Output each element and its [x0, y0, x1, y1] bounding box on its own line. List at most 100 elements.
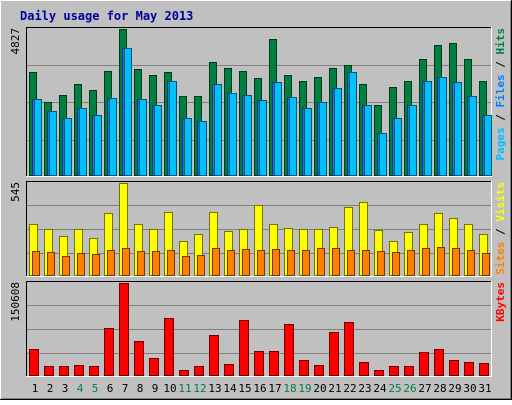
x-tick-label-day-9: 9 [152, 382, 159, 395]
bar-sites-day-19 [302, 250, 310, 276]
bar-pages-day-16 [259, 100, 267, 176]
bar-pages-day-17 [274, 82, 282, 176]
x-tick-label-day-19: 19 [298, 382, 311, 395]
bar-kbytes-day-24 [374, 370, 384, 376]
y-max-label-kbytes: 150608 [9, 282, 22, 322]
chart-panels: 4827 Pages / Files / Hits 545 Sites / Visit… [9, 27, 507, 377]
bar-kbytes-day-23 [359, 362, 369, 376]
x-tick-label-day-30: 30 [463, 382, 476, 395]
bar-sites-day-26 [407, 250, 415, 276]
bar-kbytes-day-25 [389, 366, 399, 376]
x-tick-label-day-10: 10 [163, 382, 176, 395]
x-tick-label-day-17: 17 [268, 382, 281, 395]
bar-kbytes-day-28 [434, 349, 444, 376]
x-tick-label-day-5: 5 [92, 382, 99, 395]
bar-kbytes-day-3 [59, 366, 69, 376]
bar-kbytes-day-13 [209, 335, 219, 376]
x-tick-label-day-4: 4 [77, 382, 84, 395]
bar-sites-day-11 [182, 256, 190, 276]
bar-kbytes-day-30 [464, 362, 474, 376]
x-tick-label-day-23: 23 [358, 382, 371, 395]
bar-kbytes-day-8 [134, 341, 144, 376]
bar-sites-day-28 [437, 247, 445, 276]
bar-sites-day-4 [77, 253, 85, 276]
x-tick-label-day-20: 20 [313, 382, 326, 395]
x-axis-day-labels: 1 2 3 4 5 6 7 8 9 10 11 12 13 14 15 16 17 18 19 20 21 22 23 24 2… [32, 382, 492, 395]
bar-sites-day-21 [332, 248, 340, 276]
bar-sites-day-24 [377, 251, 385, 276]
bar-kbytes-day-9 [149, 358, 159, 376]
series-label-part: / [494, 222, 507, 242]
x-tick-label-day-7: 7 [122, 382, 129, 395]
bar-sites-day-9 [152, 251, 160, 276]
bar-kbytes-day-1 [29, 349, 39, 376]
bar-sites-day-2 [47, 252, 55, 276]
bar-kbytes-day-7 [119, 283, 129, 376]
x-tick-label-day-6: 6 [107, 382, 114, 395]
bar-sites-day-3 [62, 256, 70, 276]
x-tick-label-day-25: 25 [388, 382, 401, 395]
bar-sites-day-31 [482, 253, 490, 276]
y-max-label-visits-sites: 545 [9, 182, 22, 202]
x-tick-label-day-13: 13 [208, 382, 221, 395]
bar-kbytes-day-20 [314, 365, 324, 376]
series-pages [34, 48, 492, 176]
series-label-part: Files [494, 74, 507, 107]
x-tick-label-day-18: 18 [283, 382, 296, 395]
series-label-hits-files: Pages / Files / Hits [494, 28, 507, 161]
bar-sites-day-14 [227, 250, 235, 276]
bar-pages-day-23 [364, 105, 372, 176]
bar-pages-day-20 [319, 102, 327, 176]
bar-pages-day-2 [49, 111, 57, 176]
bar-pages-day-9 [154, 105, 162, 176]
bar-pages-day-26 [409, 105, 417, 176]
bar-kbytes-day-12 [194, 366, 204, 376]
series-label-kbytes: KBytes [494, 282, 507, 322]
series-label-part: Sites [494, 242, 507, 275]
bar-pages-day-25 [394, 118, 402, 176]
bar-kbytes-day-4 [74, 365, 84, 376]
series-label-visits-sites: Sites / Visits [494, 182, 507, 275]
series-label-part: / [494, 108, 507, 128]
bar-sites-day-23 [362, 250, 370, 276]
bar-sites-day-18 [287, 250, 295, 276]
series-label-part: / [494, 55, 507, 75]
bar-pages-day-31 [484, 115, 492, 176]
bar-pages-day-19 [304, 108, 312, 176]
bar-kbytes-day-17 [269, 351, 279, 376]
bar-sites-day-29 [452, 248, 460, 276]
bar-pages-day-4 [79, 108, 87, 176]
bar-kbytes-day-22 [344, 322, 354, 376]
bar-pages-day-18 [289, 97, 297, 176]
x-tick-label-day-31: 31 [478, 382, 491, 395]
bar-kbytes-day-26 [404, 366, 414, 376]
x-tick-label-day-22: 22 [343, 382, 356, 395]
bar-pages-day-8 [139, 99, 147, 176]
bar-pages-day-30 [469, 96, 477, 176]
x-tick-label-day-15: 15 [238, 382, 251, 395]
x-tick-label-day-14: 14 [223, 382, 237, 395]
x-tick-label-day-29: 29 [448, 382, 461, 395]
x-tick-label-day-2: 2 [47, 382, 54, 395]
x-tick-label-day-11: 11 [178, 382, 191, 395]
bar-pages-day-13 [214, 84, 222, 176]
x-tick-label-day-26: 26 [403, 382, 416, 395]
bar-kbytes-day-6 [104, 328, 114, 376]
x-tick-label-day-21: 21 [328, 382, 341, 395]
bar-pages-day-11 [184, 118, 192, 176]
x-tick-label-day-8: 8 [137, 382, 144, 395]
bar-pages-day-22 [349, 72, 357, 176]
bar-kbytes-day-10 [164, 318, 174, 376]
bar-sites-day-7 [122, 248, 130, 276]
x-tick-label-day-1: 1 [32, 382, 39, 395]
y-max-label-hits-files: 4827 [9, 28, 22, 55]
series-label-part: KBytes [494, 282, 507, 322]
bar-sites-day-6 [107, 250, 115, 276]
chart-title: Daily usage for May 2013 [20, 9, 193, 23]
panel-kbytes: 150608 KBytes [9, 281, 507, 377]
bar-pages-day-29 [454, 82, 462, 176]
bar-pages-day-7 [124, 48, 132, 176]
bar-sites-day-25 [392, 252, 400, 276]
bar-kbytes-day-29 [449, 360, 459, 376]
